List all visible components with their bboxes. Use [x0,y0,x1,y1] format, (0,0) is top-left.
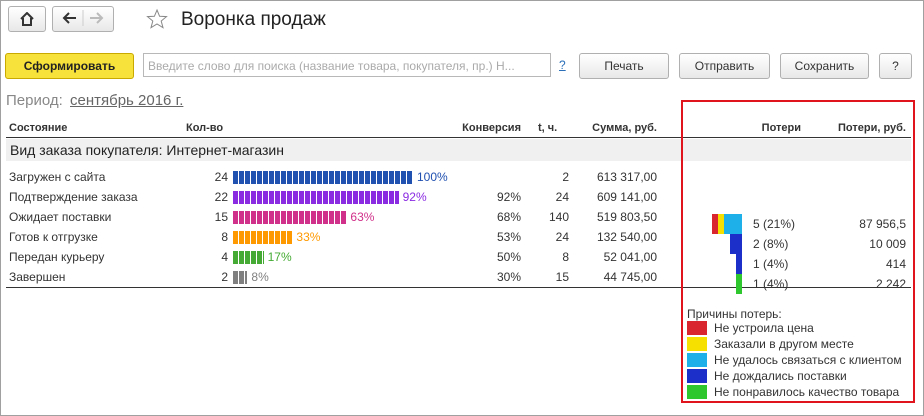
loss-segment [724,214,742,234]
column-header: Состояние [9,122,68,134]
percent-label: 100% [417,170,448,184]
search-input[interactable]: Введите слово для поиска (название товар… [143,53,551,77]
time-cell: 2 [562,170,569,184]
generate-button[interactable]: Сформировать [5,53,134,79]
column-header: Конверсия [462,122,521,134]
losses-rub-cell: 414 [885,257,906,271]
state-cell: Загружен с сайта [9,170,106,184]
header-rule [6,137,911,138]
loss-segment [730,234,742,254]
losses-cell: 5 (21%) [753,217,796,231]
home-icon [20,11,34,26]
state-cell: Ожидает поставки [9,210,112,224]
nav-icons [62,10,104,26]
sum-cell: 519 803,50 [596,210,657,224]
conversion-cell: 53% [496,230,521,244]
help-button[interactable]: ? [879,53,912,79]
footer-rule [6,287,911,288]
time-cell: 140 [548,210,569,224]
losses-cell: 1 (4%) [753,277,789,291]
state-cell: Готов к отгрузке [9,230,98,244]
legend-label: Заказали в другом месте [714,337,854,351]
loss-segment [712,214,718,234]
sum-cell: 132 540,00 [596,230,657,244]
column-header: Потери, руб. [838,122,906,134]
percent-label: 8% [251,270,269,284]
count-cell: 4 [221,250,228,264]
loss-segment [736,274,742,294]
percent-label: 33% [296,230,321,244]
time-cell: 8 [562,250,569,264]
sum-cell: 52 041,00 [603,250,657,264]
print-button[interactable]: Печать [579,53,669,79]
legend-swatch [687,337,707,351]
group-row [6,139,911,161]
count-bar [233,251,264,264]
column-header: Кол-во [186,122,224,134]
losses-cell: 2 (8%) [753,237,789,251]
count-bar [233,231,293,244]
page-title: Воронка продаж [181,9,326,30]
count-bar [233,191,399,204]
count-bar [233,211,347,224]
legend-title: Причины потерь: [687,307,782,321]
sum-cell: 44 745,00 [603,270,657,284]
count-cell: 2 [221,270,228,284]
legend-swatch [687,321,707,335]
conversion-cell: 68% [496,210,521,224]
time-cell: 24 [555,190,569,204]
count-cell: 8 [221,230,228,244]
losses-rub-cell: 10 009 [869,237,906,251]
count-cell: 15 [214,210,228,224]
sum-cell: 609 141,00 [596,190,657,204]
percent-label: 63% [350,210,375,224]
count-cell: 24 [214,170,228,184]
home-button[interactable] [8,6,46,32]
losses-cell: 1 (4%) [753,257,789,271]
legend-swatch [687,385,707,399]
count-cell: 22 [214,190,228,204]
conversion-cell: 50% [496,250,521,264]
period-value[interactable]: сентябрь 2016 г. [70,92,184,109]
time-cell: 24 [555,230,569,244]
search-help-link[interactable]: ? [559,58,566,72]
count-bar [233,171,413,184]
sum-cell: 613 317,00 [596,170,657,184]
state-cell: Подтверждение заказа [9,190,138,204]
group-label: Вид заказа покупателя: Интернет-магазин [10,142,284,158]
legend-swatch [687,353,707,367]
favorite-star[interactable] [146,8,168,30]
legend-label: Не понравилось качество товара [714,385,900,399]
loss-segment [736,254,742,274]
loss-segment [718,214,724,234]
conversion-cell: 92% [496,190,521,204]
legend-label: Не удалось связаться с клиентом [714,353,902,367]
nav-buttons[interactable] [52,6,114,32]
period-label: Период: [6,92,63,109]
legend-swatch [687,369,707,383]
state-cell: Передан курьеру [9,250,105,264]
losses-rub-cell: 87 956,5 [859,217,906,231]
column-header: Сумма, руб. [592,122,657,134]
percent-label: 17% [267,250,292,264]
legend-label: Не устроила цена [714,321,814,335]
column-header: t, ч. [538,122,558,134]
count-bar [233,271,248,284]
percent-label: 92% [402,190,427,204]
save-button[interactable]: Сохранить [780,53,869,79]
legend-label: Не дождались поставки [714,369,847,383]
state-cell: Завершен [9,270,66,284]
column-header: Потери [761,122,801,134]
send-button[interactable]: Отправить [679,53,770,79]
conversion-cell: 30% [496,270,521,284]
losses-rub-cell: 2 242 [875,277,906,291]
time-cell: 15 [555,270,569,284]
highlight-box [681,100,915,403]
